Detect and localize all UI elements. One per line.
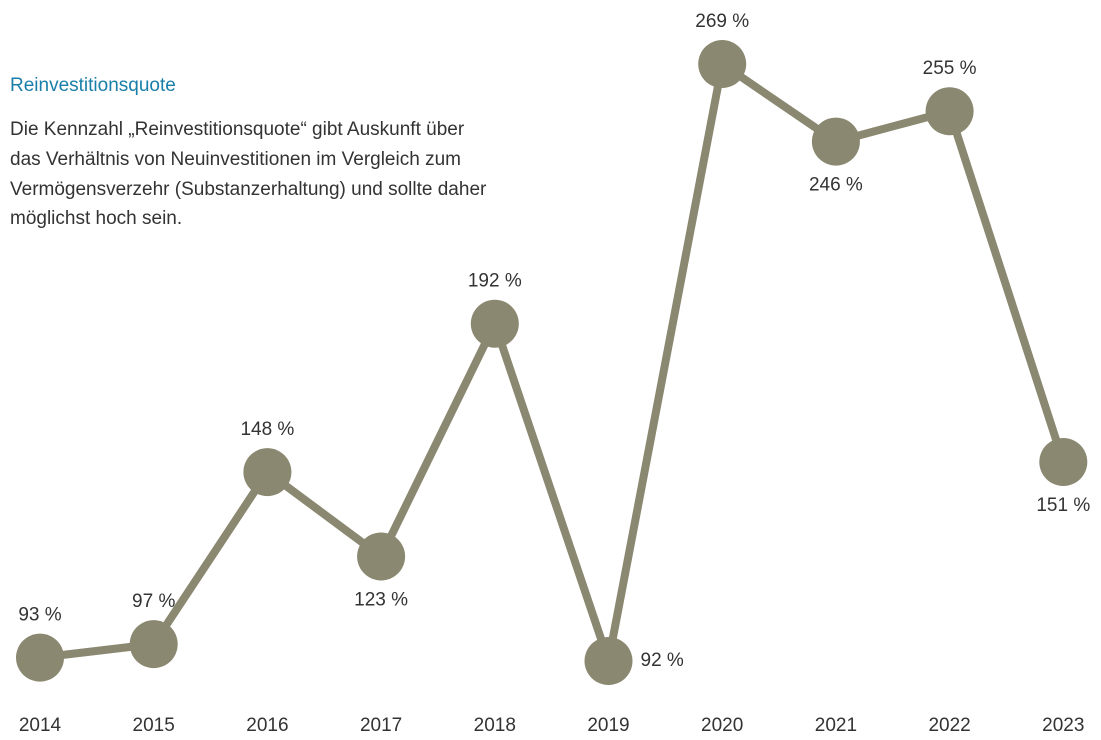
point (16, 633, 64, 682)
point (357, 532, 406, 581)
description-line: Vermögensverzehr (Substanzerhaltung) und… (10, 179, 487, 200)
x-tick-label: 2021 (815, 715, 857, 736)
x-tick-label: 2023 (1042, 715, 1084, 736)
x-tick-label: 2019 (587, 715, 629, 736)
point (584, 637, 633, 685)
value-label: 269 % (695, 11, 749, 32)
chart-title: Reinvestitionsquote (10, 75, 176, 96)
x-tick-label: 2022 (928, 715, 970, 736)
line (39, 60, 1068, 665)
value-label: 97 % (132, 591, 175, 612)
x-tick-label: 2015 (133, 715, 175, 736)
x-tick-label: 2020 (701, 715, 743, 736)
value-label: 92 % (641, 650, 684, 671)
point (698, 40, 747, 88)
value-label: 148 % (240, 419, 294, 440)
value-label: 123 % (354, 589, 408, 610)
value-label: 93 % (18, 605, 61, 626)
description: Die Kennzahl „Reinvestitionsquote“ gibt … (10, 119, 487, 229)
x-tick-label: 2017 (360, 715, 402, 736)
value-label: 151 % (1036, 495, 1090, 516)
point (1039, 438, 1088, 486)
point (243, 448, 292, 497)
point (129, 620, 178, 669)
x-tick-label: 2014 (19, 715, 62, 736)
description-line: das Verhältnis von Neuinvestitionen im V… (10, 149, 461, 170)
point (811, 117, 860, 166)
description-line: möglichst hoch sein. (10, 208, 182, 229)
point (470, 299, 519, 348)
x-tick-label: 2016 (246, 715, 288, 736)
value-label: 255 % (923, 58, 977, 79)
value-label: 246 % (809, 175, 863, 196)
value-label: 192 % (468, 271, 522, 292)
point (925, 87, 974, 136)
description-line: Die Kennzahl „Reinvestitionsquote“ gibt … (10, 119, 465, 140)
x-tick-label: 2018 (474, 715, 516, 736)
